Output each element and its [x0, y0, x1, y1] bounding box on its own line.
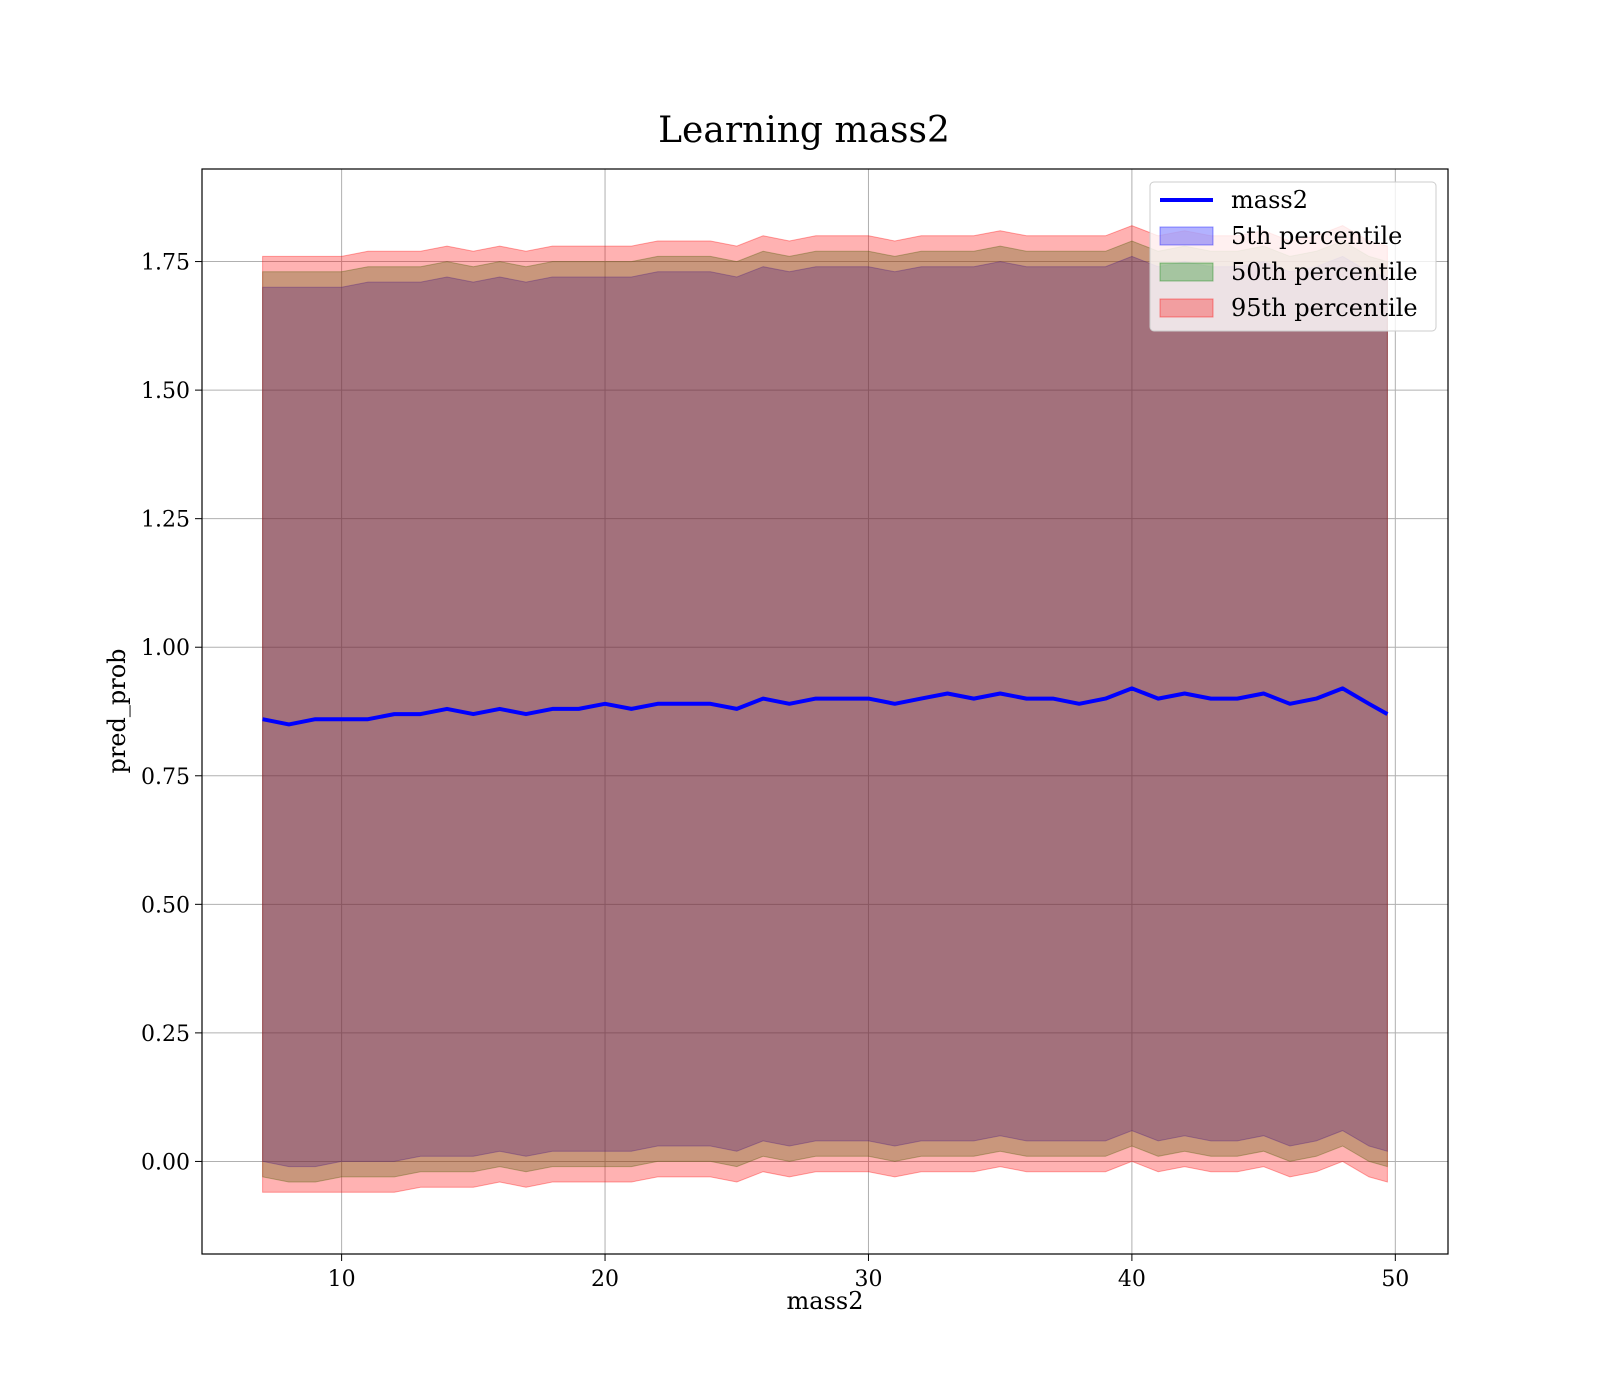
legend: mass2 5th percentile 50th percentile 95t… — [1149, 181, 1437, 332]
series-lines — [262, 686, 1389, 727]
y-tick-label: 0.50 — [141, 893, 190, 918]
x-tick-label: 40 — [1118, 1267, 1146, 1292]
band-50th-percentile — [262, 240, 1388, 1183]
x-tick-label: 10 — [328, 1267, 356, 1292]
legend-swatch-5th-percentile — [1159, 226, 1214, 246]
band-95th-percentile — [262, 225, 1388, 1193]
legend-label-mass2: mass2 — [1231, 186, 1308, 214]
y-axis-label: pred_prob — [103, 648, 131, 773]
grid-lines — [202, 169, 1448, 1254]
legend-label-5th-percentile: 5th percentile — [1231, 222, 1402, 250]
y-tick-label: 1.00 — [141, 636, 190, 661]
legend-swatch-95th-percentile — [1159, 298, 1214, 318]
x-axis-label: mass2 — [787, 1287, 864, 1315]
percentile-bands — [262, 225, 1388, 1193]
y-tick-label: 1.75 — [141, 251, 190, 276]
y-tick-label: 0.25 — [141, 1022, 190, 1047]
plot-frame — [201, 168, 1449, 1255]
x-tick-label: 30 — [854, 1267, 882, 1292]
y-tick-label: 0.00 — [141, 1150, 190, 1175]
legend-label-50th-percentile: 50th percentile — [1231, 258, 1418, 286]
y-tick-label: 1.50 — [141, 379, 190, 404]
legend-box — [1149, 181, 1437, 332]
band-5th-percentile — [262, 255, 1388, 1168]
x-tick-label: 50 — [1381, 1267, 1409, 1292]
y-tick-label: 0.75 — [141, 765, 190, 790]
legend-label-95th-percentile: 95th percentile — [1231, 294, 1418, 322]
series-line-mass2 — [262, 686, 1389, 727]
axis-ticks: 10 20 30 40 50 0.00 0.25 0.50 0.75 1.00 1.25 1.50 1.… — [141, 251, 1409, 1292]
chart-title: Learning mass2 — [658, 110, 950, 151]
legend-swatch-50th-percentile — [1159, 262, 1214, 282]
x-tick-label: 20 — [591, 1267, 619, 1292]
y-tick-label: 1.25 — [141, 508, 190, 533]
